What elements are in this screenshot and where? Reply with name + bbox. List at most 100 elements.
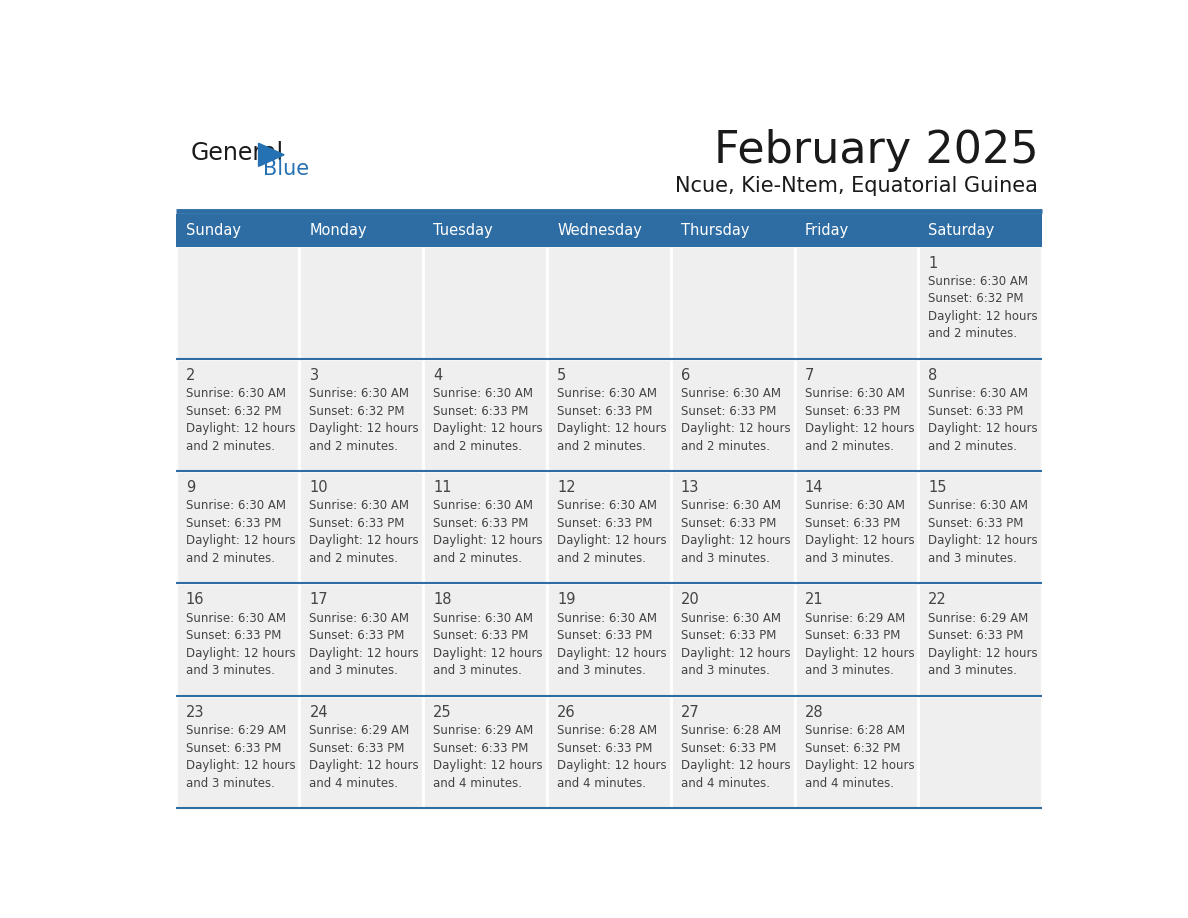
Text: Sunrise: 6:30 AM
Sunset: 6:33 PM
Daylight: 12 hours
and 2 minutes.: Sunrise: 6:30 AM Sunset: 6:33 PM Dayligh… [310, 499, 419, 565]
Text: Sunrise: 6:30 AM
Sunset: 6:33 PM
Daylight: 12 hours
and 2 minutes.: Sunrise: 6:30 AM Sunset: 6:33 PM Dayligh… [185, 499, 296, 565]
Text: 3: 3 [310, 368, 318, 383]
Text: Sunrise: 6:29 AM
Sunset: 6:33 PM
Daylight: 12 hours
and 3 minutes.: Sunrise: 6:29 AM Sunset: 6:33 PM Dayligh… [185, 724, 296, 789]
Bar [423, 583, 546, 696]
Text: 14: 14 [804, 480, 823, 495]
Text: Sunrise: 6:30 AM
Sunset: 6:33 PM
Daylight: 12 hours
and 2 minutes.: Sunrise: 6:30 AM Sunset: 6:33 PM Dayligh… [681, 387, 790, 453]
Text: Sunrise: 6:30 AM
Sunset: 6:33 PM
Daylight: 12 hours
and 3 minutes.: Sunrise: 6:30 AM Sunset: 6:33 PM Dayligh… [928, 499, 1038, 565]
Text: Blue: Blue [264, 159, 309, 179]
Bar [918, 214, 1042, 246]
Bar [671, 696, 795, 808]
Text: 12: 12 [557, 480, 576, 495]
Bar [671, 471, 795, 583]
Bar [918, 471, 1042, 583]
Bar [795, 214, 918, 246]
Text: 5: 5 [557, 368, 567, 383]
Text: 15: 15 [928, 480, 947, 495]
Text: Sunrise: 6:29 AM
Sunset: 6:33 PM
Daylight: 12 hours
and 4 minutes.: Sunrise: 6:29 AM Sunset: 6:33 PM Dayligh… [310, 724, 419, 789]
Text: 1: 1 [928, 256, 937, 271]
Text: General: General [191, 141, 284, 165]
Text: 22: 22 [928, 592, 947, 608]
Bar [546, 696, 671, 808]
Text: 21: 21 [804, 592, 823, 608]
Text: 18: 18 [434, 592, 451, 608]
Text: Sunrise: 6:28 AM
Sunset: 6:33 PM
Daylight: 12 hours
and 4 minutes.: Sunrise: 6:28 AM Sunset: 6:33 PM Dayligh… [681, 724, 790, 789]
Bar [423, 359, 546, 471]
Text: 20: 20 [681, 592, 700, 608]
Bar [423, 214, 546, 246]
Bar [671, 583, 795, 696]
Text: Sunrise: 6:29 AM
Sunset: 6:33 PM
Daylight: 12 hours
and 3 minutes.: Sunrise: 6:29 AM Sunset: 6:33 PM Dayligh… [928, 611, 1038, 677]
Bar [671, 359, 795, 471]
Text: Sunrise: 6:28 AM
Sunset: 6:32 PM
Daylight: 12 hours
and 4 minutes.: Sunrise: 6:28 AM Sunset: 6:32 PM Dayligh… [804, 724, 915, 789]
Bar [299, 471, 423, 583]
Text: 26: 26 [557, 705, 576, 720]
Text: Sunrise: 6:30 AM
Sunset: 6:32 PM
Daylight: 12 hours
and 2 minutes.: Sunrise: 6:30 AM Sunset: 6:32 PM Dayligh… [185, 387, 296, 453]
Bar [546, 471, 671, 583]
Text: Sunrise: 6:30 AM
Sunset: 6:33 PM
Daylight: 12 hours
and 3 minutes.: Sunrise: 6:30 AM Sunset: 6:33 PM Dayligh… [804, 499, 915, 565]
Text: Friday: Friday [804, 223, 849, 238]
Bar [176, 214, 299, 246]
Text: 28: 28 [804, 705, 823, 720]
Bar [546, 214, 671, 246]
Bar [671, 246, 795, 359]
Text: 19: 19 [557, 592, 575, 608]
Text: February 2025: February 2025 [714, 129, 1038, 173]
Text: 10: 10 [310, 480, 328, 495]
Text: Sunday: Sunday [185, 223, 241, 238]
Text: Sunrise: 6:30 AM
Sunset: 6:33 PM
Daylight: 12 hours
and 2 minutes.: Sunrise: 6:30 AM Sunset: 6:33 PM Dayligh… [434, 387, 543, 453]
Text: Sunrise: 6:30 AM
Sunset: 6:33 PM
Daylight: 12 hours
and 2 minutes.: Sunrise: 6:30 AM Sunset: 6:33 PM Dayligh… [557, 499, 666, 565]
Text: Saturday: Saturday [928, 223, 994, 238]
Text: Tuesday: Tuesday [434, 223, 493, 238]
Bar [671, 214, 795, 246]
Bar [176, 583, 299, 696]
Text: Sunrise: 6:30 AM
Sunset: 6:33 PM
Daylight: 12 hours
and 3 minutes.: Sunrise: 6:30 AM Sunset: 6:33 PM Dayligh… [557, 611, 666, 677]
Text: Sunrise: 6:29 AM
Sunset: 6:33 PM
Daylight: 12 hours
and 3 minutes.: Sunrise: 6:29 AM Sunset: 6:33 PM Dayligh… [804, 611, 915, 677]
Bar [795, 471, 918, 583]
Text: Sunrise: 6:30 AM
Sunset: 6:33 PM
Daylight: 12 hours
and 2 minutes.: Sunrise: 6:30 AM Sunset: 6:33 PM Dayligh… [928, 387, 1038, 453]
Bar [795, 359, 918, 471]
Bar [176, 246, 299, 359]
Text: Sunrise: 6:30 AM
Sunset: 6:32 PM
Daylight: 12 hours
and 2 minutes.: Sunrise: 6:30 AM Sunset: 6:32 PM Dayligh… [310, 387, 419, 453]
Text: 25: 25 [434, 705, 451, 720]
Bar [795, 583, 918, 696]
Bar [176, 471, 299, 583]
Text: 17: 17 [310, 592, 328, 608]
Text: Sunrise: 6:30 AM
Sunset: 6:33 PM
Daylight: 12 hours
and 3 minutes.: Sunrise: 6:30 AM Sunset: 6:33 PM Dayligh… [681, 611, 790, 677]
Text: Sunrise: 6:30 AM
Sunset: 6:33 PM
Daylight: 12 hours
and 3 minutes.: Sunrise: 6:30 AM Sunset: 6:33 PM Dayligh… [434, 611, 543, 677]
Text: Monday: Monday [310, 223, 367, 238]
Text: 2: 2 [185, 368, 195, 383]
Text: 11: 11 [434, 480, 451, 495]
Polygon shape [259, 143, 284, 166]
Text: Sunrise: 6:30 AM
Sunset: 6:33 PM
Daylight: 12 hours
and 2 minutes.: Sunrise: 6:30 AM Sunset: 6:33 PM Dayligh… [557, 387, 666, 453]
Text: 7: 7 [804, 368, 814, 383]
Text: 16: 16 [185, 592, 204, 608]
Text: Sunrise: 6:30 AM
Sunset: 6:33 PM
Daylight: 12 hours
and 2 minutes.: Sunrise: 6:30 AM Sunset: 6:33 PM Dayligh… [434, 499, 543, 565]
Bar [423, 471, 546, 583]
Text: Wednesday: Wednesday [557, 223, 642, 238]
Bar [299, 214, 423, 246]
Bar [299, 359, 423, 471]
Bar [176, 359, 299, 471]
Text: Sunrise: 6:30 AM
Sunset: 6:33 PM
Daylight: 12 hours
and 3 minutes.: Sunrise: 6:30 AM Sunset: 6:33 PM Dayligh… [310, 611, 419, 677]
Bar [795, 246, 918, 359]
Bar [918, 359, 1042, 471]
Bar [299, 246, 423, 359]
Text: 24: 24 [310, 705, 328, 720]
Bar [423, 696, 546, 808]
Text: 27: 27 [681, 705, 700, 720]
Bar [176, 696, 299, 808]
Text: 13: 13 [681, 480, 700, 495]
Text: 23: 23 [185, 705, 204, 720]
Text: Sunrise: 6:30 AM
Sunset: 6:33 PM
Daylight: 12 hours
and 3 minutes.: Sunrise: 6:30 AM Sunset: 6:33 PM Dayligh… [681, 499, 790, 565]
Bar [546, 246, 671, 359]
Text: Ncue, Kie-Ntem, Equatorial Guinea: Ncue, Kie-Ntem, Equatorial Guinea [675, 175, 1038, 196]
Text: Sunrise: 6:30 AM
Sunset: 6:33 PM
Daylight: 12 hours
and 2 minutes.: Sunrise: 6:30 AM Sunset: 6:33 PM Dayligh… [804, 387, 915, 453]
Bar [918, 696, 1042, 808]
Text: 4: 4 [434, 368, 442, 383]
Bar [299, 583, 423, 696]
Bar [546, 359, 671, 471]
Text: Thursday: Thursday [681, 223, 750, 238]
Bar [795, 696, 918, 808]
Bar [918, 583, 1042, 696]
Text: Sunrise: 6:30 AM
Sunset: 6:32 PM
Daylight: 12 hours
and 2 minutes.: Sunrise: 6:30 AM Sunset: 6:32 PM Dayligh… [928, 274, 1038, 341]
